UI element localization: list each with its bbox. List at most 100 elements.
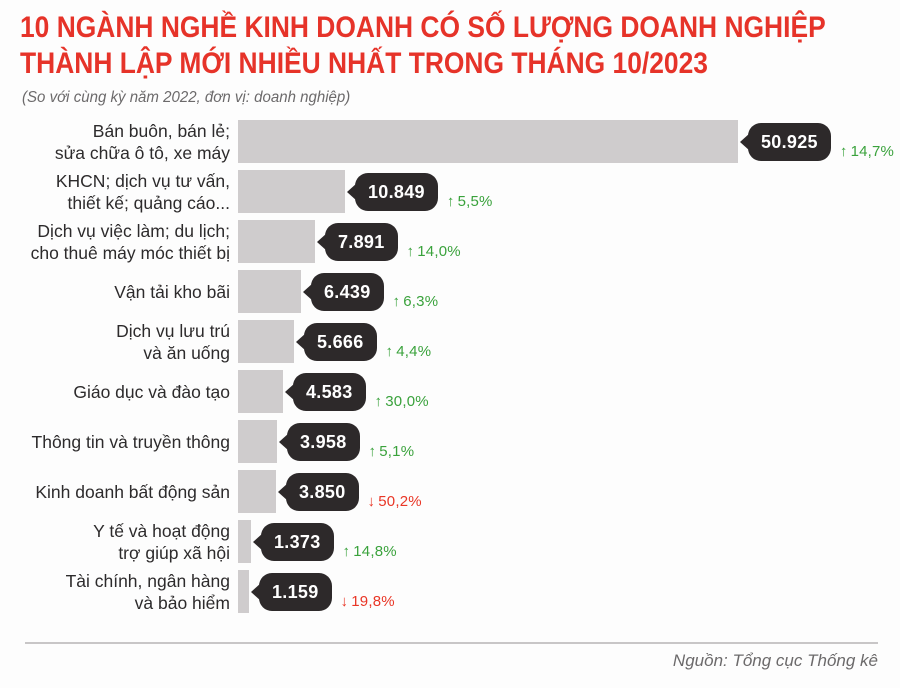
chart-title-line2: THÀNH LẬP MỚI NHIỀU NHẤT TRONG THÁNG 10/… — [20, 47, 708, 80]
category-label: Vận tải kho bãi — [114, 281, 230, 302]
value-text: 10.849 — [368, 181, 425, 202]
up-arrow-icon: ↑ — [342, 543, 351, 560]
bar-area: 5.666 ↑ 4,4% — [238, 320, 900, 363]
badge-tail-icon — [279, 432, 289, 451]
category-label: Dịch vụ việc làm; du lịch; cho thuê máy … — [30, 220, 230, 263]
up-arrow-icon: ↑ — [368, 443, 377, 460]
change-percent: ↑ 30,0% — [375, 393, 429, 410]
bar-area: 6.439 ↑ 6,3% — [238, 270, 900, 313]
change-text: 50,2% — [378, 493, 422, 510]
change-percent: ↑ 14,8% — [343, 543, 397, 560]
chart-title-line1: 10 NGÀNH NGHỀ KINH DOANH CÓ SỐ LƯỢNG DOA… — [20, 11, 826, 44]
badge-tail-icon — [303, 282, 313, 301]
chart-row: Vận tải kho bãi 6.439 ↑ 6,3% — [0, 270, 900, 313]
bar — [238, 370, 283, 413]
value-badge: 1.373 — [253, 522, 334, 561]
bar-area: 3.958 ↑ 5,1% — [238, 420, 900, 463]
value-badge: 7.891 — [317, 222, 398, 261]
category-label: Kinh doanh bất động sản — [35, 481, 230, 502]
value-text: 7.891 — [338, 231, 385, 252]
up-arrow-icon: ↑ — [446, 193, 455, 210]
chart-row: Bán buôn, bán lẻ; sửa chữa ô tô, xe máy … — [0, 120, 900, 163]
up-arrow-icon: ↑ — [839, 143, 848, 160]
chart-row: Tài chính, ngân hàng và bảo hiểm 1.159 ↓… — [0, 570, 900, 613]
value-badge: 3.958 — [279, 422, 360, 461]
bar-area: 50.925 ↑ 14,7% — [238, 120, 900, 163]
bar-area: 1.373 ↑ 14,8% — [238, 520, 900, 563]
change-percent: ↓ 19,8% — [341, 593, 395, 610]
up-arrow-icon: ↑ — [406, 243, 415, 260]
chart-row: KHCN; dịch vụ tư vấn, thiết kế; quảng cá… — [0, 170, 900, 213]
change-percent: ↓ 50,2% — [368, 493, 422, 510]
value-badge: 10.849 — [347, 172, 438, 211]
infographic-page: 10 NGÀNH NGHỀ KINH DOANH CÓ SỐ LƯỢNG DOA… — [0, 10, 900, 688]
change-text: 30,0% — [385, 393, 429, 410]
value-text: 50.925 — [761, 131, 818, 152]
change-percent: ↑ 5,1% — [369, 443, 415, 460]
badge-tail-icon — [278, 482, 288, 501]
bar — [238, 470, 276, 513]
change-text: 6,3% — [403, 293, 439, 310]
badge-tail-icon — [296, 332, 306, 351]
value-badge: 50.925 — [740, 122, 831, 161]
bar — [238, 270, 301, 313]
chart-row: Dịch vụ việc làm; du lịch; cho thuê máy … — [0, 220, 900, 263]
value-badge: 3.850 — [278, 472, 359, 511]
source-credit: Nguồn: Tổng cục Thống kê — [672, 651, 878, 670]
category-label: Thông tin và truyền thông — [31, 431, 230, 452]
chart-row: Giáo dục và đào tạo 4.583 ↑ 30,0% — [0, 370, 900, 413]
footer-divider — [25, 642, 878, 644]
bar — [238, 570, 249, 613]
up-arrow-icon: ↑ — [374, 393, 383, 410]
category-label: Giáo dục và đào tạo — [73, 381, 230, 402]
change-text: 14,0% — [417, 243, 461, 260]
chart-row: Dịch vụ lưu trú và ăn uống 5.666 ↑ 4,4% — [0, 320, 900, 363]
change-text: 4,4% — [396, 343, 432, 360]
change-text: 5,1% — [379, 443, 415, 460]
badge-tail-icon — [740, 132, 750, 151]
value-text: 1.373 — [274, 531, 321, 552]
change-text: 14,7% — [850, 143, 895, 160]
value-badge: 5.666 — [296, 322, 377, 361]
value-text: 5.666 — [317, 331, 364, 352]
chart-title: 10 NGÀNH NGHỀ KINH DOANH CÓ SỐ LƯỢNG DOA… — [20, 10, 826, 82]
badge-tail-icon — [347, 182, 357, 201]
change-text: 5,5% — [457, 193, 493, 210]
change-percent: ↑ 4,4% — [386, 343, 432, 360]
value-text: 3.958 — [300, 431, 347, 452]
value-badge: 4.583 — [285, 372, 366, 411]
bar-area: 7.891 ↑ 14,0% — [238, 220, 900, 263]
up-arrow-icon: ↑ — [385, 343, 394, 360]
bar — [238, 420, 277, 463]
change-percent: ↑ 6,3% — [393, 293, 439, 310]
change-percent: ↑ 14,0% — [407, 243, 461, 260]
badge-tail-icon — [253, 532, 263, 551]
badge-tail-icon — [285, 382, 295, 401]
bar — [238, 220, 315, 263]
category-label: Dịch vụ lưu trú và ăn uống — [116, 320, 230, 363]
bar-area: 4.583 ↑ 30,0% — [238, 370, 900, 413]
bar-area: 1.159 ↓ 19,8% — [238, 570, 900, 613]
bar-area: 10.849 ↑ 5,5% — [238, 170, 900, 213]
value-badge: 6.439 — [303, 272, 384, 311]
category-label: Y tế và hoạt động trợ giúp xã hội — [93, 520, 230, 563]
chart-row: Thông tin và truyền thông 3.958 ↑ 5,1% — [0, 420, 900, 463]
value-text: 3.850 — [299, 481, 346, 502]
value-badge: 1.159 — [251, 572, 332, 611]
down-arrow-icon: ↓ — [367, 493, 376, 510]
change-text: 19,8% — [351, 593, 395, 610]
chart-row: Kinh doanh bất động sản 3.850 ↓ 50,2% — [0, 470, 900, 513]
bar — [238, 320, 294, 363]
up-arrow-icon: ↑ — [392, 293, 401, 310]
bar — [238, 520, 251, 563]
badge-tail-icon — [251, 582, 261, 601]
change-percent: ↑ 14,7% — [840, 143, 894, 160]
bar — [238, 170, 345, 213]
change-text: 14,8% — [353, 543, 397, 560]
category-label: KHCN; dịch vụ tư vấn, thiết kế; quảng cá… — [55, 170, 230, 213]
bar — [238, 120, 738, 163]
change-percent: ↑ 5,5% — [447, 193, 493, 210]
chart-row: Y tế và hoạt động trợ giúp xã hội 1.373 … — [0, 520, 900, 563]
badge-tail-icon — [317, 232, 327, 251]
value-text: 1.159 — [272, 581, 319, 602]
